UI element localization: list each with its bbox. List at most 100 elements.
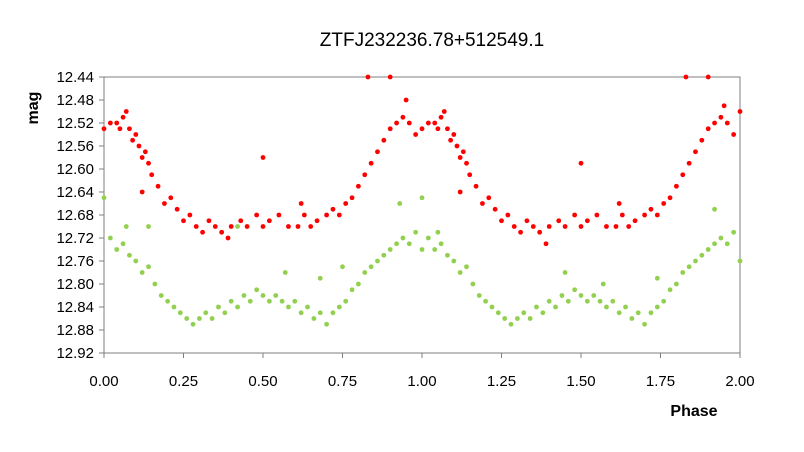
- data-point: [534, 304, 539, 310]
- data-point: [375, 258, 380, 264]
- data-points: [101, 74, 743, 327]
- data-point: [584, 218, 590, 224]
- data-point: [282, 270, 288, 275]
- data-point: [425, 235, 431, 241]
- data-point: [330, 206, 336, 212]
- data-point: [260, 224, 266, 229]
- data-point: [158, 293, 164, 298]
- data-point: [683, 74, 689, 80]
- data-point: [712, 120, 717, 126]
- data-point: [591, 293, 597, 298]
- data-point: [441, 109, 447, 114]
- data-point: [705, 247, 711, 252]
- data-point: [298, 310, 304, 316]
- data-point: [419, 126, 425, 132]
- data-point: [559, 293, 565, 298]
- data-point: [260, 155, 266, 160]
- data-point: [381, 137, 387, 143]
- x-axis-label: Phase: [670, 403, 717, 420]
- data-point: [537, 229, 543, 235]
- y-tick-label: 12.60: [56, 161, 94, 178]
- data-point: [219, 229, 225, 235]
- data-point: [464, 160, 469, 166]
- data-point: [530, 224, 536, 229]
- data-point: [152, 281, 158, 287]
- data-point: [445, 252, 450, 258]
- data-point: [286, 304, 291, 310]
- data-point: [527, 316, 533, 321]
- data-point: [200, 229, 205, 235]
- data-point: [349, 287, 355, 293]
- data-point: [565, 298, 571, 304]
- data-point: [133, 258, 139, 264]
- y-tick-label: 12.52: [56, 115, 94, 132]
- data-point: [324, 212, 329, 218]
- data-point: [174, 206, 180, 212]
- y-tick-label: 12.64: [56, 184, 94, 201]
- data-point: [187, 212, 193, 218]
- x-tick-label: 1.25: [487, 373, 516, 390]
- data-point: [470, 281, 476, 287]
- data-point: [546, 298, 552, 304]
- y-tick-label: 12.80: [56, 276, 94, 293]
- data-point: [584, 298, 590, 304]
- y-tick-label: 12.72: [56, 230, 94, 247]
- data-point: [336, 304, 342, 310]
- data-point: [171, 304, 177, 310]
- data-point: [107, 235, 113, 241]
- data-point: [642, 212, 647, 218]
- data-point: [667, 287, 673, 293]
- data-point: [228, 224, 234, 229]
- data-point: [435, 126, 441, 132]
- data-point: [654, 304, 660, 310]
- data-point: [279, 298, 285, 304]
- x-tick-label: 1.00: [407, 373, 436, 390]
- data-point: [120, 114, 126, 120]
- data-point: [597, 298, 603, 304]
- data-point: [718, 235, 724, 241]
- data-point: [578, 224, 584, 229]
- y-tick-label: 12.44: [56, 69, 94, 86]
- data-point: [168, 195, 174, 201]
- data-point: [197, 316, 202, 321]
- data-point: [114, 247, 120, 252]
- data-point: [451, 258, 457, 264]
- data-point: [216, 304, 221, 310]
- data-point: [693, 258, 698, 264]
- data-point: [457, 189, 463, 195]
- data-point: [317, 310, 323, 316]
- y-tick-label: 12.56: [56, 138, 94, 155]
- data-point: [594, 212, 600, 218]
- data-point: [508, 321, 514, 327]
- data-point: [731, 229, 737, 235]
- data-point: [139, 155, 145, 160]
- data-point: [206, 218, 212, 224]
- data-point: [266, 218, 272, 224]
- data-point: [162, 201, 167, 206]
- data-point: [521, 310, 527, 316]
- data-point: [686, 264, 692, 270]
- data-point: [324, 321, 329, 327]
- data-point: [457, 155, 463, 160]
- data-point: [654, 275, 660, 281]
- data-point: [107, 120, 113, 126]
- data-point: [260, 293, 266, 298]
- data-point: [184, 316, 190, 321]
- data-point: [311, 316, 317, 321]
- data-point: [209, 316, 215, 321]
- data-point: [610, 298, 616, 304]
- data-point: [489, 304, 495, 310]
- series-1: [101, 195, 743, 327]
- data-point: [546, 224, 552, 229]
- data-point: [648, 310, 654, 316]
- data-point: [368, 160, 374, 166]
- data-point: [127, 126, 132, 132]
- data-point: [330, 310, 336, 316]
- data-point: [139, 270, 145, 275]
- y-tick-label: 12.68: [56, 207, 94, 224]
- data-point: [502, 316, 508, 321]
- x-tick-label: 0.50: [248, 373, 277, 390]
- data-point: [308, 224, 314, 229]
- data-point: [515, 316, 520, 321]
